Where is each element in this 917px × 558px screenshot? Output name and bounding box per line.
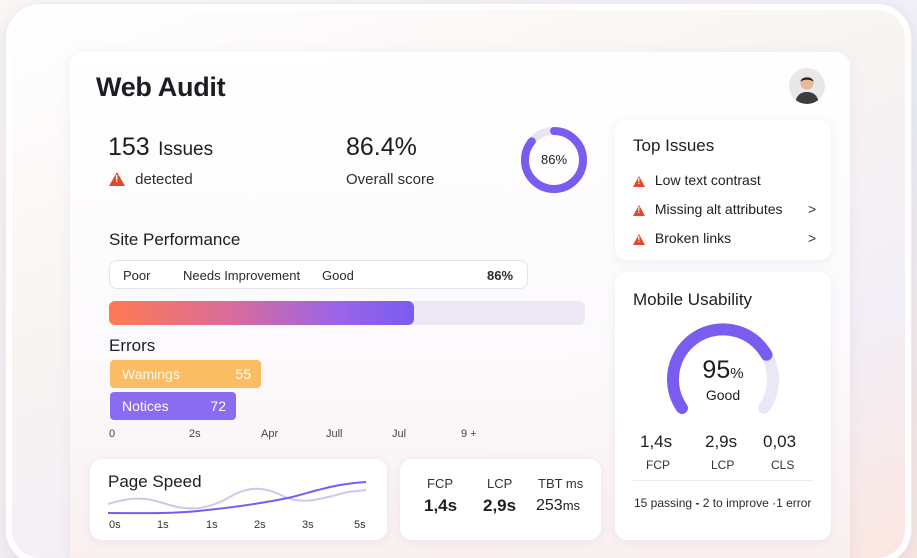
mobile-metric-label: CLS [771, 458, 795, 472]
page-speed-axis-label: 3s [302, 519, 314, 531]
footer-separator: - [692, 496, 703, 510]
page-speed-axis-label: 1s [157, 519, 169, 531]
overall-score-value: 86.4% [346, 133, 417, 161]
speed-metric-label: LCP [487, 476, 513, 491]
warnings-bar[interactable]: Wamings 55 [110, 360, 261, 388]
speed-metric-label: TBT ms [538, 476, 584, 491]
errors-axis-label: Apr [261, 428, 279, 440]
errors-axis-label: 2s [189, 428, 201, 440]
warning-triangle-icon [109, 172, 125, 186]
speed-metric-value: 1,4s [424, 496, 458, 515]
chevron-right-icon[interactable]: > [808, 230, 817, 246]
mobile-usability-score: 95% [690, 356, 756, 385]
warning-triangle-icon [633, 234, 645, 245]
page-title: Web Audit [96, 72, 226, 102]
top-issue-label: Missing alt attributes [654, 201, 783, 217]
mobile-metric-value: 0,03 [763, 432, 797, 451]
speed-metric-label: FCP [427, 476, 453, 491]
page-speed-title: Page Speed [108, 472, 202, 491]
user-avatar-icon[interactable] [789, 68, 825, 104]
errors-axis-label: Jul [392, 428, 407, 440]
notices-label: Notices [122, 398, 169, 414]
performance-legend: Poor Needs Improvement Good 86% [109, 260, 528, 289]
page-speed-sparkline [108, 481, 367, 515]
score-ring: 86% [519, 125, 589, 195]
top-issues-title: Top Issues [633, 136, 715, 155]
errors-axis-label: 0 [109, 428, 116, 440]
notices-value: 72 [210, 398, 226, 414]
legend-needs-improvement: Needs Improvement [183, 268, 301, 283]
page-speed-axis-label: 1s [206, 519, 218, 531]
speed-metric-tbt: 253ms [536, 497, 580, 515]
footer-rest: 2 to improve ·1 error [702, 496, 812, 510]
footer-passing: 15 passing [634, 496, 693, 510]
mobile-usability-value: 95 [702, 356, 731, 384]
warnings-value: 55 [235, 366, 251, 382]
mobile-metric-label: LCP [711, 458, 735, 472]
mobile-metric-value: 2,9s [705, 432, 738, 451]
performance-value: 86% [487, 268, 514, 283]
mobile-usability-unit: % [730, 365, 744, 382]
legend-good: Good [322, 268, 354, 283]
divider [633, 480, 813, 481]
page-speed-axis-label: 2s [254, 519, 266, 531]
mobile-usability-status: Good [705, 387, 741, 403]
errors-axis-label: Jull [326, 428, 343, 440]
top-issue-label: Low text contrast [654, 172, 761, 188]
mobile-metric-value: 1,4s [640, 432, 673, 451]
notices-bar[interactable]: Notices 72 [110, 392, 236, 420]
site-performance-title: Site Performance [109, 230, 241, 249]
top-issue-item[interactable]: Low text contrast [633, 172, 761, 188]
warnings-label: Wamings [122, 366, 180, 382]
issues-status: detected [109, 171, 193, 188]
issues-summary: 153 Issues [108, 133, 213, 162]
issues-count-label: Issues [158, 139, 214, 160]
top-issues-card [615, 120, 831, 260]
legend-poor: Poor [123, 268, 151, 283]
speed-metric-value: 253 [536, 497, 563, 514]
page-speed-axis-label: 5s [354, 519, 366, 531]
top-issue-item[interactable]: Missing alt attributes [633, 201, 783, 217]
speed-metric-value: 2,9s [483, 496, 517, 515]
mobile-usability-gauge [660, 318, 786, 418]
overall-score-label: Overall score [346, 171, 435, 188]
issues-status-text: detected [135, 171, 193, 188]
mobile-usability-footer: 15 passing - 2 to improve ·1 error [634, 496, 811, 510]
score-ring-label: 86% [540, 152, 568, 167]
page-speed-axis-label: 0s [109, 519, 121, 531]
mobile-usability-card [615, 272, 831, 540]
mobile-usability-title: Mobile Usability [633, 290, 753, 309]
top-issue-item[interactable]: Broken links [633, 230, 731, 246]
issues-count: 153 [108, 133, 150, 161]
chevron-right-icon[interactable]: > [808, 201, 817, 217]
warning-triangle-icon [633, 205, 645, 216]
warning-triangle-icon [633, 176, 645, 187]
top-issue-label: Broken links [654, 230, 732, 246]
errors-axis-label: 9 + [461, 428, 477, 440]
errors-title: Errors [109, 336, 156, 355]
speed-metrics-card [400, 459, 601, 540]
mobile-metric-label: FCP [646, 458, 670, 472]
speed-metric-unit: ms [562, 498, 581, 513]
performance-bar-fill [109, 301, 414, 325]
